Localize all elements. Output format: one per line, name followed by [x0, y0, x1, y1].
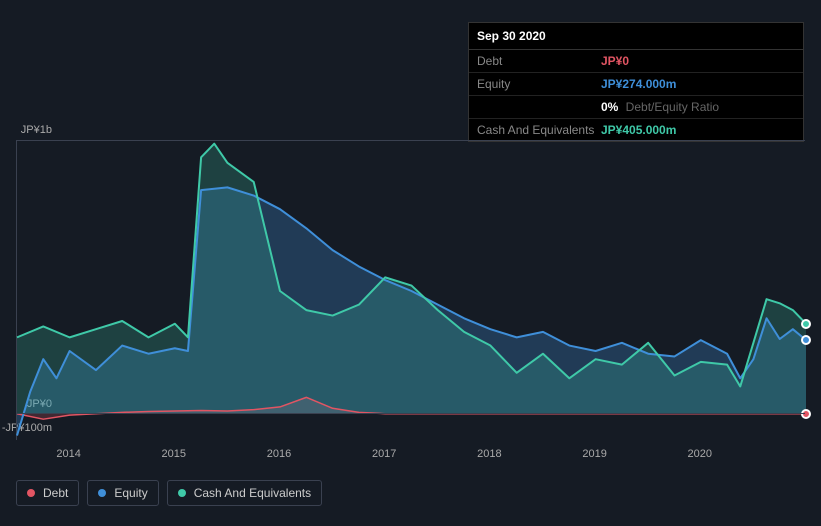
- tooltip-row-label: Debt: [477, 54, 601, 68]
- zero-gridline: [16, 413, 805, 414]
- tooltip-row-label: Cash And Equivalents: [477, 123, 601, 137]
- tooltip-row: 0% Debt/Equity Ratio: [469, 96, 803, 119]
- x-axis-label: 2017: [372, 448, 396, 460]
- tooltip-row-value: 0% Debt/Equity Ratio: [601, 100, 795, 114]
- series-end-marker: [801, 409, 811, 419]
- x-axis-label: 2014: [56, 448, 80, 460]
- x-axis-label: 2020: [688, 448, 712, 460]
- x-axis-label: 2015: [162, 448, 186, 460]
- tooltip-row-value: JP¥0: [601, 54, 795, 68]
- x-axis-label: 2018: [477, 448, 501, 460]
- tooltip-row: EquityJP¥274.000m: [469, 73, 803, 96]
- legend-label: Cash And Equivalents: [194, 486, 311, 500]
- x-axis-label: 2019: [582, 448, 606, 460]
- tooltip-row: Cash And EquivalentsJP¥405.000m: [469, 119, 803, 141]
- tooltip-row-suffix: Debt/Equity Ratio: [622, 100, 719, 114]
- tooltip-row-value: JP¥405.000m: [601, 123, 795, 137]
- series-end-marker: [801, 319, 811, 329]
- legend-label: Equity: [114, 486, 147, 500]
- y-axis-label: JP¥1b: [0, 124, 52, 136]
- legend-dot-icon: [98, 489, 106, 497]
- tooltip-row-label: [477, 100, 601, 114]
- legend-item[interactable]: Equity: [87, 480, 158, 506]
- tooltip-row: DebtJP¥0: [469, 50, 803, 73]
- legend-label: Debt: [43, 486, 68, 500]
- series-end-marker: [801, 335, 811, 345]
- legend-item[interactable]: Cash And Equivalents: [167, 480, 322, 506]
- plot-area[interactable]: [16, 140, 805, 440]
- legend-dot-icon: [178, 489, 186, 497]
- legend-item[interactable]: Debt: [16, 480, 79, 506]
- tooltip-date: Sep 30 2020: [469, 23, 803, 50]
- x-axis: 2014 2015 2016 2017 2018 2019 2020: [16, 448, 805, 468]
- legend-dot-icon: [27, 489, 35, 497]
- x-axis-label: 2016: [267, 448, 291, 460]
- tooltip-row-value: JP¥274.000m: [601, 77, 795, 91]
- chart-legend: Debt Equity Cash And Equivalents: [16, 480, 322, 506]
- tooltip-row-label: Equity: [477, 77, 601, 91]
- chart-series: [17, 141, 806, 441]
- chart-tooltip: Sep 30 2020 DebtJP¥0EquityJP¥274.000m0% …: [468, 22, 804, 142]
